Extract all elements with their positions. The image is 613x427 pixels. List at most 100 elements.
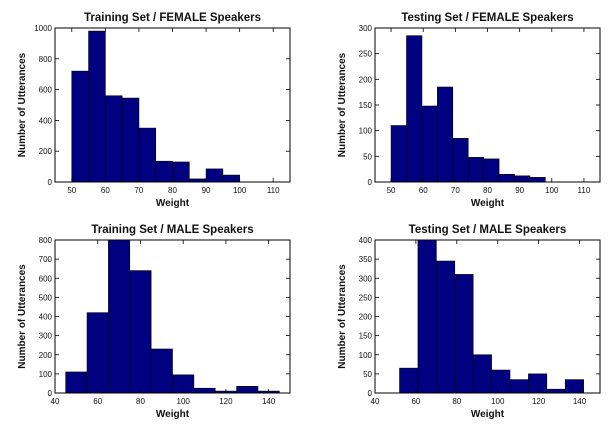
histogram-bar	[529, 177, 546, 183]
histogram-bar	[417, 239, 437, 394]
chart-panel-3: 40 60 80 100 120 140 0 100 200 300 400 500 600 700 800…	[17, 224, 291, 420]
histogram-bar	[129, 270, 152, 394]
histogram-bar	[472, 354, 492, 394]
x-tick-label: 50	[387, 186, 396, 195]
histogram-bar	[436, 260, 456, 394]
x-tick-label: 140	[573, 397, 587, 406]
y-tick-label: 150	[359, 332, 373, 341]
x-tick-label: 40	[51, 397, 60, 406]
x-axis-label: Weight	[156, 409, 190, 420]
x-axis-label: Weight	[471, 409, 505, 420]
histogram-bar	[193, 387, 216, 394]
y-tick-label: 250	[359, 50, 373, 59]
histogram-bar	[65, 371, 88, 394]
y-tick-label: 250	[359, 293, 373, 302]
histogram-bar	[483, 158, 500, 183]
y-tick-label: 800	[39, 55, 53, 64]
y-tick-label: 100	[359, 351, 373, 360]
histogram-bar	[564, 379, 584, 394]
x-tick-label: 100	[545, 186, 559, 195]
x-tick-label: 100	[177, 397, 191, 406]
chart-panel-2: 50 60 70 80 90 100 110 0 50 100 150 200 250 300 Testin…	[337, 12, 601, 209]
x-axis-label: Weight	[471, 198, 505, 209]
y-tick-label: 400	[359, 236, 373, 245]
x-tick-label: 70	[451, 186, 460, 195]
x-tick-label: 40	[371, 397, 380, 406]
y-tick-label: 400	[39, 116, 53, 125]
histogram-bar	[390, 125, 407, 183]
y-tick-label: 0	[368, 389, 373, 398]
y-tick-label: 0	[368, 178, 373, 187]
y-tick-label: 600	[39, 86, 53, 95]
x-tick-label: 60	[93, 397, 102, 406]
histogram-bar	[86, 312, 109, 394]
histogram-bar	[222, 174, 240, 183]
y-tick-label: 600	[39, 274, 53, 283]
x-tick-label: 110	[267, 186, 280, 195]
x-axis-label: Weight	[156, 198, 190, 209]
chart-panel-1: 50 60 70 80 90 100 110 0 200 400 600 800 1000 Trainin…	[17, 12, 291, 209]
x-tick-label: 80	[136, 397, 145, 406]
y-tick-label: 300	[359, 274, 373, 283]
y-tick-label: 700	[39, 255, 53, 264]
y-tick-label: 800	[39, 236, 53, 245]
x-tick-label: 50	[67, 186, 76, 195]
histogram-bar	[498, 174, 515, 183]
histogram-bar	[546, 388, 566, 394]
y-tick-label: 0	[48, 178, 53, 187]
histogram-bar	[528, 373, 548, 394]
y-tick-label: 1000	[34, 24, 52, 33]
histogram-bar	[205, 168, 224, 183]
x-tick-label: 60	[101, 186, 110, 195]
y-tick-label: 500	[39, 293, 53, 302]
histogram-bar	[155, 160, 173, 183]
histogram-bar	[406, 35, 423, 183]
y-axis-label: Number of Utterances	[337, 264, 348, 369]
y-axis-label: Number of Utterances	[17, 52, 28, 157]
y-tick-label: 50	[363, 152, 372, 161]
x-tick-label: 120	[532, 397, 546, 406]
histogram-bar	[121, 97, 140, 183]
chart-title: Training Set / FEMALE Speakers	[84, 12, 261, 24]
x-tick-label: 90	[202, 186, 211, 195]
histogram-bar	[452, 138, 469, 183]
histogram-bar	[491, 369, 511, 394]
y-tick-label: 200	[359, 75, 373, 84]
histogram-bar	[514, 175, 531, 183]
y-tick-label: 300	[359, 24, 373, 33]
y-tick-label: 400	[39, 313, 53, 322]
x-tick-label: 110	[578, 186, 591, 195]
histogram-bar	[399, 367, 419, 394]
x-tick-label: 100	[233, 186, 247, 195]
y-tick-label: 350	[359, 255, 373, 264]
chart-title: Testing Set / MALE Speakers	[409, 224, 567, 236]
x-tick-label: 70	[134, 186, 143, 195]
y-tick-label: 200	[359, 313, 373, 322]
histogram-bar	[172, 161, 190, 183]
histogram-bar	[509, 379, 529, 394]
y-tick-label: 200	[39, 147, 53, 156]
x-tick-label: 90	[515, 186, 524, 195]
y-tick-label: 50	[363, 370, 372, 379]
histogram-bar	[150, 348, 173, 394]
histogram-bar	[421, 105, 438, 183]
chart-panel-4: 40 60 80 100 120 140 0 50 100 150 200 250 300 350 400 T…	[337, 224, 601, 420]
y-tick-label: 200	[39, 351, 53, 360]
y-axis-label: Number of Utterances	[337, 52, 348, 157]
chart-title: Training Set / MALE Speakers	[91, 224, 253, 236]
x-tick-label: 80	[452, 397, 461, 406]
y-tick-label: 0	[48, 389, 53, 398]
histogram-bar	[437, 86, 454, 183]
histogram-bar	[236, 386, 259, 394]
y-tick-label: 100	[359, 127, 373, 136]
y-tick-label: 300	[39, 332, 53, 341]
histogram-bar	[454, 274, 474, 394]
histogram-bar	[108, 239, 131, 394]
x-tick-label: 60	[419, 186, 428, 195]
x-tick-label: 60	[411, 397, 420, 406]
histogram-bar	[71, 70, 89, 183]
x-tick-label: 80	[483, 186, 492, 195]
chart-title: Testing Set / FEMALE Speakers	[401, 12, 573, 24]
y-axis-label: Number of Utterances	[17, 264, 28, 369]
